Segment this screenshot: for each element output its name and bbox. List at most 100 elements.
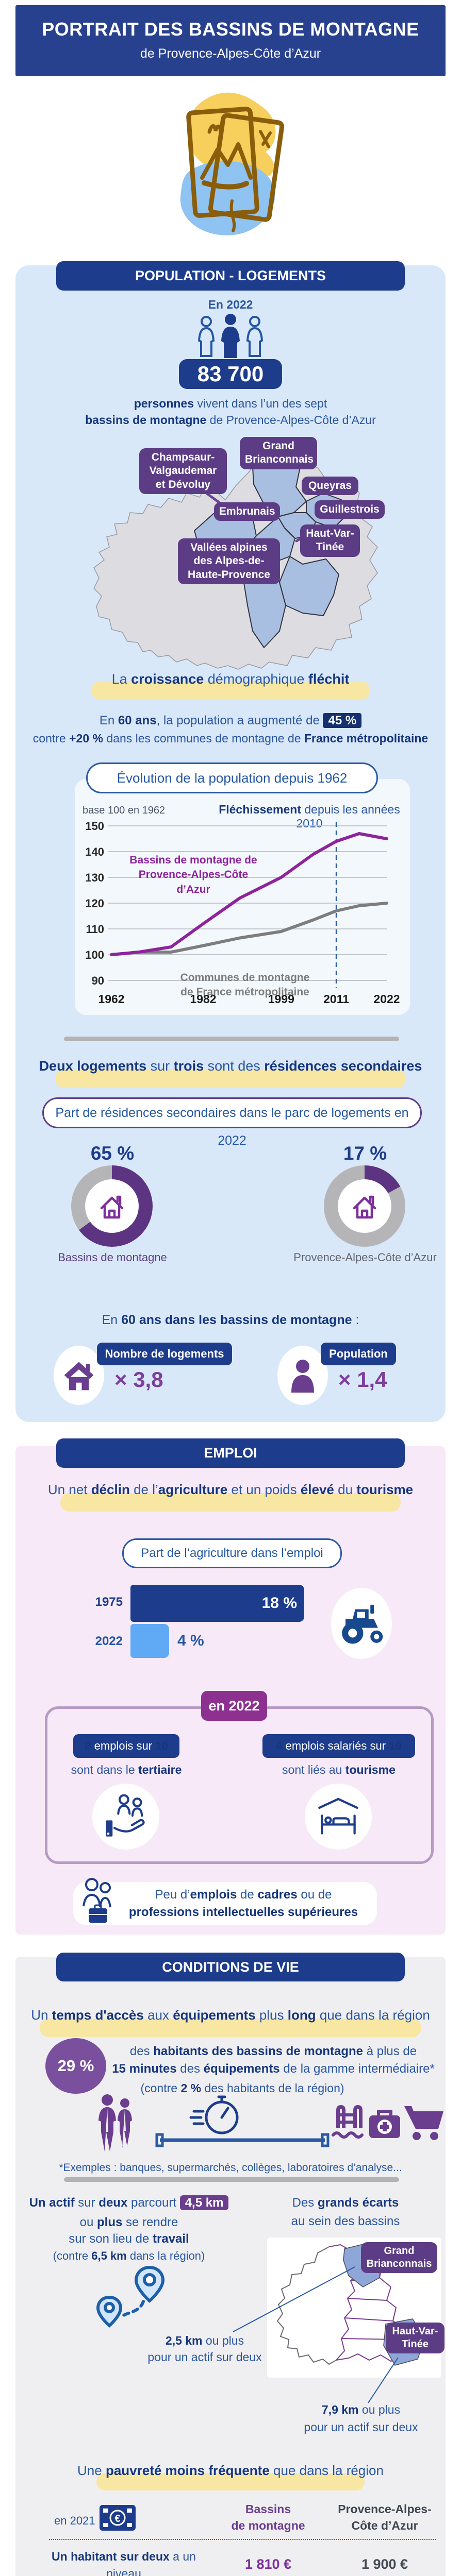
access-line3: (contre 2 % des habitants de la région) <box>140 2081 344 2095</box>
dist25-line2: pour un actif sur deux <box>147 2350 262 2364</box>
svg-text:130: 130 <box>85 871 104 884</box>
donut-chart-region <box>324 1165 405 1247</box>
svg-text:1962: 1962 <box>98 992 124 1006</box>
agriculture-pill: Part de l’agriculture dans l’emploi <box>122 1538 342 1568</box>
gaps-line2: au sein des bassins <box>291 2214 400 2228</box>
pin-icon-small <box>96 2295 123 2328</box>
bed-roof-icon <box>318 1798 358 1835</box>
donut-chart-bassins <box>71 1165 153 1247</box>
population-count-badge: 83 700 <box>179 359 282 389</box>
evolution-pill: Évolution de la population depuis 1962 <box>86 762 378 793</box>
map-label-queyras: Queyras <box>302 477 358 496</box>
section-emploi <box>15 1446 446 1935</box>
service-hand-people-icon <box>106 1794 145 1837</box>
euro-note-icon: € <box>98 2502 139 2534</box>
bar-label-1975: 1975 <box>95 1595 123 1609</box>
housing-stat-ellipse <box>54 1346 104 1405</box>
pool-icon <box>332 2105 364 2139</box>
map-label-grand-brianconnais: Grand Brianconnais <box>240 437 317 469</box>
inhabitants-icon <box>98 2094 132 2151</box>
stopwatch-icon <box>189 2095 239 2134</box>
gaps-label-grand-brianconnais: Grand Brianconnais <box>361 2242 437 2273</box>
sixty-years-line: En 60 ans dans les bassins de montagne : <box>102 1313 359 1327</box>
poverty-row1-label: Un habitant sur deux a un niveau de vie … <box>52 2550 196 2576</box>
highlight-residences <box>55 1070 406 1088</box>
house-filled-icon <box>64 1361 94 1390</box>
bar-1975: 18 % <box>130 1585 304 1622</box>
divider-2 <box>64 2177 399 2182</box>
bar-row-1975: 18 % <box>130 1585 347 1622</box>
poverty-row1-val-bassins: 1 810 € <box>244 2556 292 2572</box>
poverty-col-region: Provence-Alpes- Côte d’Azur <box>338 2502 432 2533</box>
growth-line2: contre +20 % dans les communes de montag… <box>32 732 429 745</box>
population-intro-line2: bassins de montagne de Provence-Alpes-Cô… <box>85 413 376 427</box>
tertiaire-ellipse <box>92 1784 159 1850</box>
growth-line1: En 60 ans, la population a augmenté de 4… <box>0 713 461 728</box>
mountain-postcards-icon <box>180 92 285 235</box>
house-icon <box>353 1195 376 1219</box>
chart-annotation: Fléchissement depuis les années 2010 <box>219 803 400 830</box>
map-label-vallees-alpines: Vallées alpines des Alpes-de- Haute-Prov… <box>178 538 280 584</box>
svg-text:€: € <box>114 2513 120 2524</box>
access-line1: des habitants des bassins de montagne à … <box>129 2044 417 2058</box>
map-label-guillestrois: Guillestrois <box>315 500 385 519</box>
stat-mult-population: × 1,4 <box>338 1367 387 1392</box>
map-label-haut-var-tinee: Haut-Var- Tinée <box>300 524 360 557</box>
highlight-conditions <box>40 2019 421 2037</box>
stat-mult-logements: × 3,8 <box>114 1367 163 1392</box>
donut-pct-region: 17 % <box>343 1143 387 1164</box>
jobs-tourisme-badge: 4 emplois salariés sur 10 <box>262 1734 415 1758</box>
svg-text:110: 110 <box>86 923 105 936</box>
residences-heading: Deux logements sur trois sont des réside… <box>39 1058 422 1074</box>
dist79-line1: 7,9 km ou plus <box>321 2403 401 2416</box>
donut-caption-bassins: Bassins de montagne <box>58 1251 167 1264</box>
svg-text:120: 120 <box>85 897 104 910</box>
cadres-line2: professions intellectuelles supérieures <box>128 1905 358 1919</box>
route-dashed <box>119 2300 145 2319</box>
bar-value-2022: 4 % <box>177 1632 204 1649</box>
gaps-label-haut-var-tinee: Haut-Var- Tinée <box>386 2323 444 2353</box>
commute-line3: sur son lieu de travail <box>69 2232 189 2246</box>
equipments-icons <box>332 2105 443 2140</box>
page-subtitle: de Provence-Alpes-Côte d’Azur <box>140 46 321 61</box>
highlight-emploi <box>60 1493 401 1512</box>
donut-pct-bassins: 65 % <box>90 1143 135 1164</box>
svg-text:140: 140 <box>85 845 104 858</box>
region-outline-west <box>276 2246 337 2365</box>
bassin-haut-var-tinee-shape <box>279 556 339 616</box>
commute-line2: ou plus se rendre <box>79 2215 178 2229</box>
svg-text:1999: 1999 <box>268 992 294 1006</box>
residences-pill: Part de résidences secondaires dans le p… <box>42 1097 422 1148</box>
person-filled-icon <box>291 1359 314 1393</box>
svg-text:150: 150 <box>85 820 104 833</box>
svg-text:2011: 2011 <box>323 992 349 1006</box>
commute-pins <box>77 2264 186 2342</box>
map-label-embrunais: Embrunais <box>214 502 280 521</box>
tractor-icon <box>342 1604 383 1644</box>
en2022-badge: en 2022 <box>201 1691 267 1721</box>
series-label-france: Communes de montagne de France métropoli… <box>180 972 310 998</box>
equipments-note: *Exemples : banques, supermarchés, collè… <box>59 2162 402 2174</box>
section-emploi-header: EMPLOI <box>56 1438 405 1468</box>
bar-label-2022: 2022 <box>95 1634 123 1648</box>
table-separator-1 <box>49 2539 436 2540</box>
cadres-people-icon <box>77 1876 119 1930</box>
series-label-bassins: Bassins de montagne de Provence-Alpes-Cô… <box>129 854 257 895</box>
people-trio-icon <box>187 313 274 359</box>
commute-line1: Un actif sur deux parcourt 4,5 km <box>21 2195 237 2210</box>
population-stat-ellipse <box>277 1346 328 1405</box>
stat-badge-logements: Nombre de logements <box>97 1343 232 1365</box>
emploi-heading: Un net déclin de l’agriculture et un poi… <box>47 1482 414 1497</box>
svg-text:2022: 2022 <box>373 992 400 1006</box>
page-title: PORTRAIT DES BASSINS DE MONTAGNE <box>42 19 419 40</box>
access-illustration <box>93 2091 443 2158</box>
dist25-line1: 2,5 km ou plus <box>165 2334 244 2347</box>
section-population-header: POPULATION - LOGEMENTS <box>56 261 405 291</box>
poverty-row1-val-region: 1 900 € <box>361 2556 408 2572</box>
stat-badge-population: Population <box>321 1343 396 1365</box>
bar-row-2022: 4 % <box>130 1624 347 1658</box>
cover-illustration <box>155 82 309 242</box>
donut-caption-region: Provence-Alpes-Côte d’Azur <box>293 1251 437 1264</box>
poverty-heading: Une pauvreté moins fréquente que dans la… <box>77 2463 384 2478</box>
